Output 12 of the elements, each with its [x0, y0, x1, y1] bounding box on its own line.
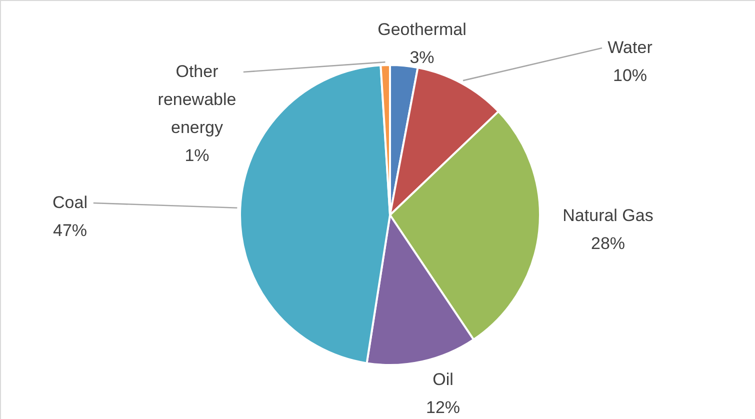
data-label: 47% [52, 221, 88, 240]
slice-label: Oil [432, 370, 454, 389]
data-label: 12% [426, 398, 460, 417]
data-label: 3% [410, 48, 434, 67]
slice-label: Water [608, 38, 653, 57]
slice-label: Natural Gas [562, 206, 654, 225]
data-label: 10% [612, 66, 648, 85]
data-label: 1% [184, 146, 210, 165]
slice-label: Other renewable energy [158, 62, 236, 137]
slice-label: Coal [52, 193, 88, 212]
slice-label: Geothermal [378, 20, 466, 39]
data-label: 28% [590, 234, 626, 253]
